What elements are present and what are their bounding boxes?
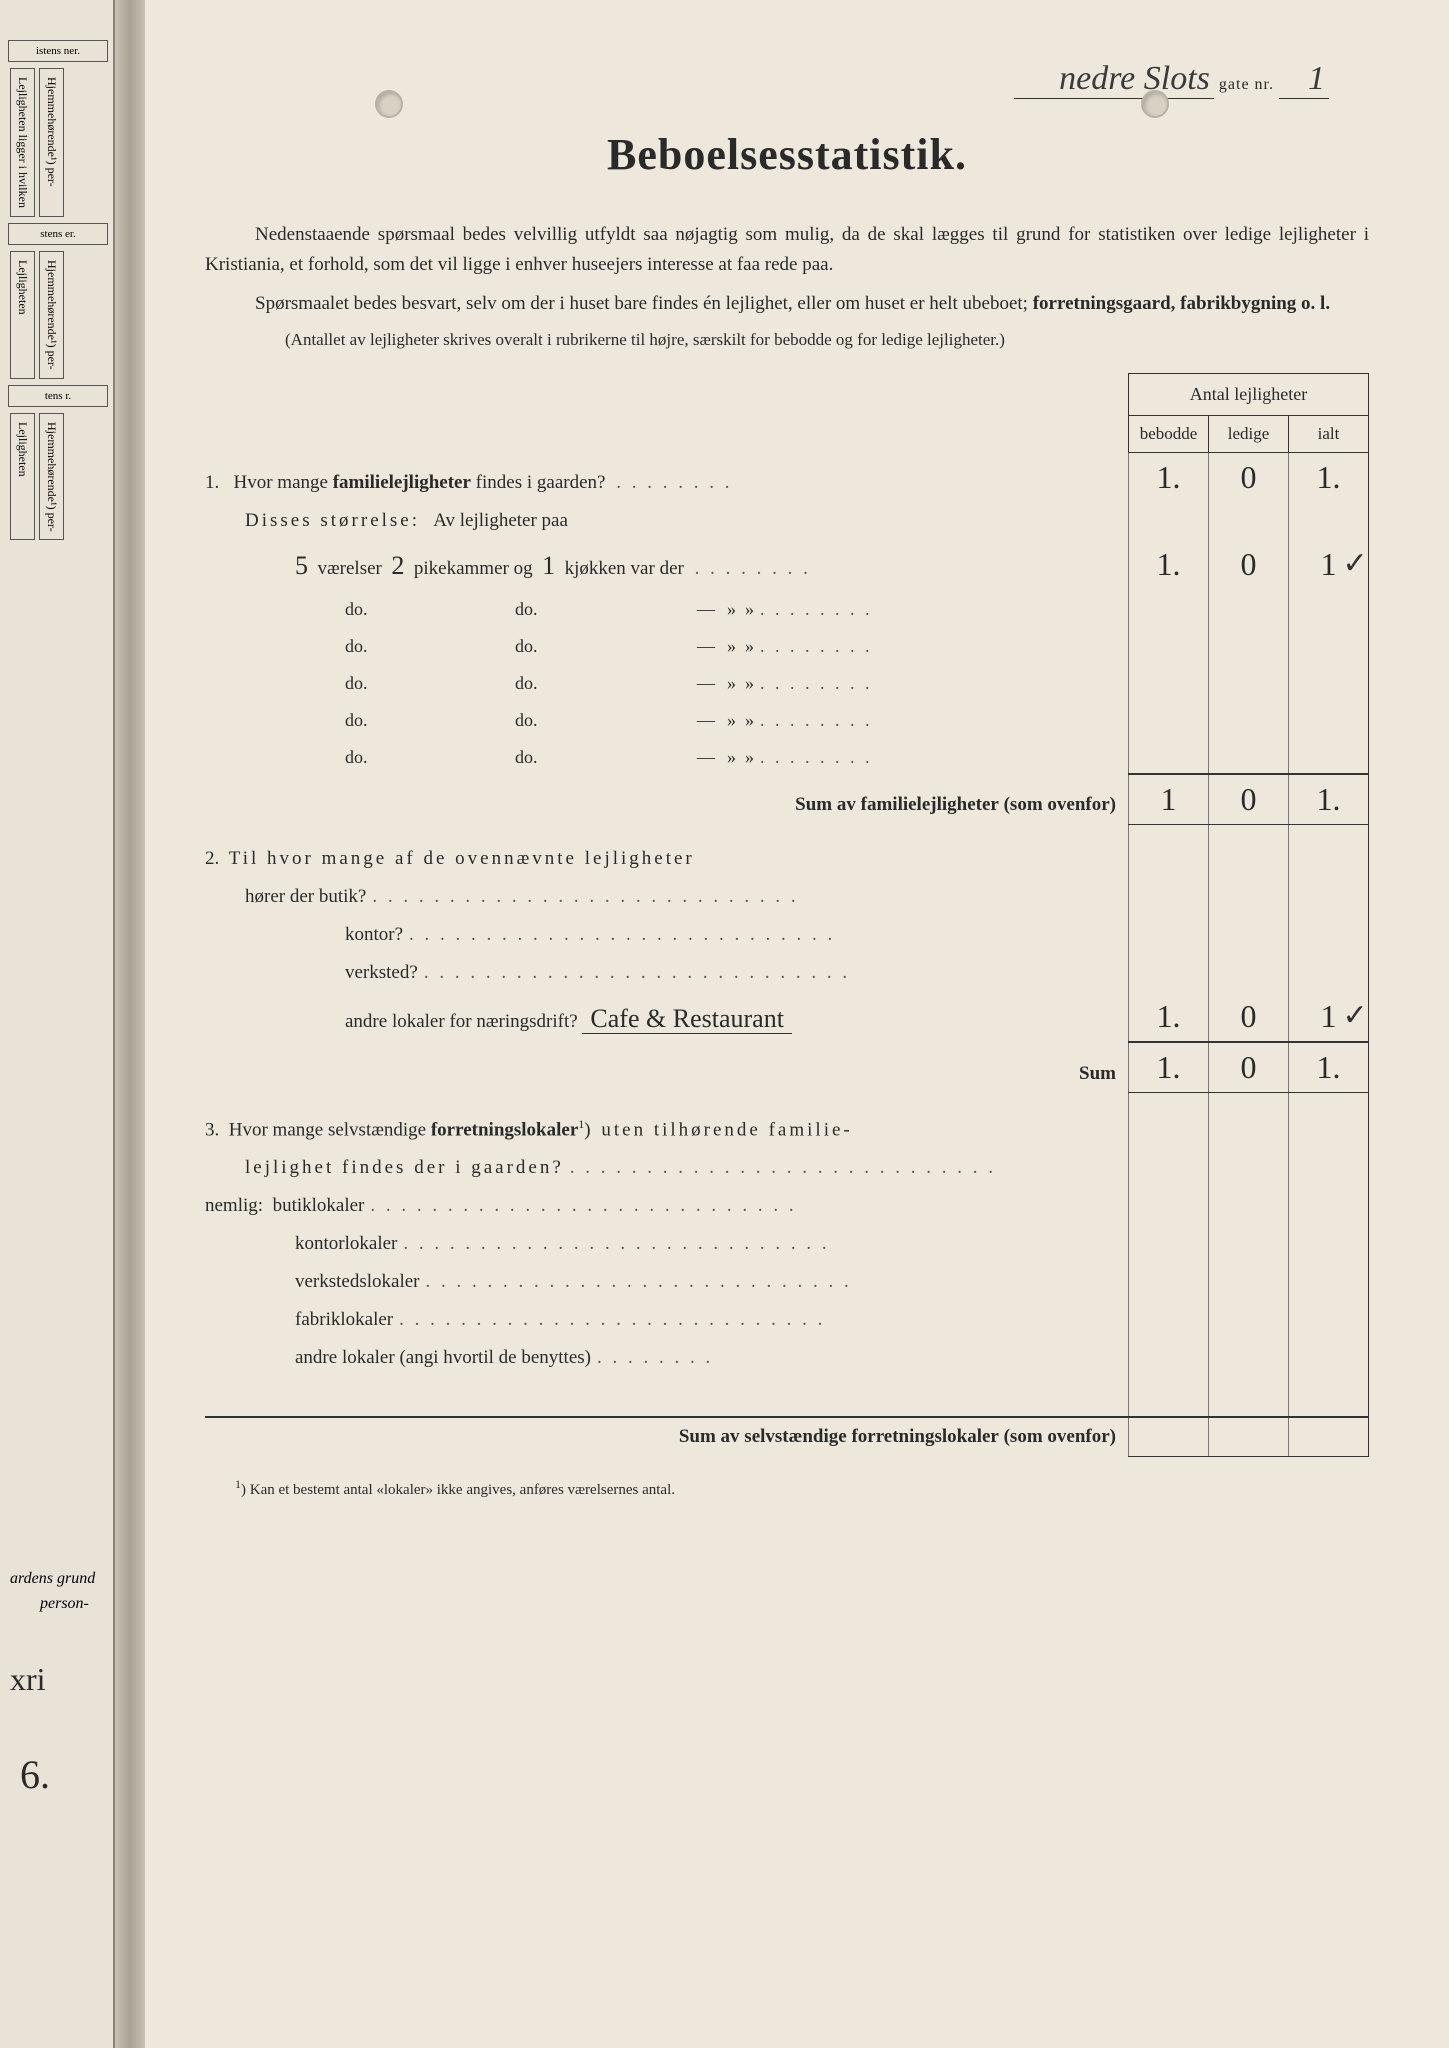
- q2-andre: andre lokaler for næringsdrift? Cafe & R…: [205, 992, 1129, 1042]
- intro-p3: (Antallet av lejligheter skrives overalt…: [205, 327, 1369, 353]
- val: 0: [1241, 546, 1257, 582]
- q2-text: 2. Til hvor mange af de ovennævnte lejli…: [205, 824, 1129, 878]
- do-row: do.do.—» »: [205, 663, 1129, 700]
- q3-item: andre lokaler (angi hvortil de benyttes): [205, 1339, 1129, 1377]
- q1-sum-label: Sum av familielejligheter (som ovenfor): [205, 774, 1129, 825]
- left-cell: Lejligheten ligger i hvilken: [10, 68, 35, 217]
- val: 1: [1321, 546, 1337, 582]
- val-q1-i: 1.: [1317, 459, 1341, 495]
- left-cell: Hjemmehørende¹) per-: [39, 68, 64, 217]
- q1-sizes-label: Disses størrelse: Av lejligheter paa: [205, 502, 1129, 540]
- left-cell: Lejligheten: [10, 251, 35, 379]
- street-name-field: nedre Slots: [1014, 60, 1214, 99]
- left-partial-page: istens ner. Lejligheten ligger i hvilken…: [0, 0, 115, 2048]
- main-page: nedre Slots gate nr. 1 Beboelsesstatisti…: [145, 0, 1449, 2048]
- val: 1.: [1317, 1049, 1341, 1085]
- val: 0: [1241, 998, 1257, 1034]
- intro-p1: Nedenstaaende spørsmaal bedes velvillig …: [205, 220, 1369, 281]
- q2-andre-hw: Cafe & Restaurant: [582, 1004, 792, 1034]
- q3-item: kontorlokaler: [205, 1225, 1129, 1263]
- q3-line2: lejlighet findes der i gaarden?: [205, 1149, 1129, 1187]
- intro-p2: Spørsmaalet bedes besvart, selv om der i…: [205, 289, 1369, 319]
- gate-label: gate nr.: [1219, 76, 1274, 93]
- left-cell: Hjemmehørende¹) per-: [39, 413, 64, 541]
- footnote: 1) Kan et bestemt antal «lokaler» ikke a…: [205, 1477, 1369, 1499]
- q1-row1: 5 værelser 2 pikekammer og 1 kjøkken var…: [205, 540, 1129, 589]
- q3-item: fabriklokaler: [205, 1301, 1129, 1339]
- q2-butik: hører der butik?: [205, 878, 1129, 916]
- q3-text: 3. Hvor mange selvstændige forretningslo…: [205, 1093, 1129, 1149]
- check-icon: ✓: [1343, 546, 1368, 581]
- q3-item: verkstedslokaler: [205, 1263, 1129, 1301]
- page-title: Beboelsesstatistik.: [205, 129, 1369, 180]
- do-row: do.do.—» »: [205, 737, 1129, 774]
- q1-text: 1. Hvor mange familielejligheter findes …: [205, 452, 1129, 502]
- q2-verksted: verksted?: [205, 954, 1129, 992]
- q3-item: nemlig: butiklokaler: [205, 1187, 1129, 1225]
- val: 1: [1161, 781, 1177, 817]
- left-cell: Hjemmehørende¹) per-: [39, 251, 64, 379]
- punch-hole-icon: [375, 90, 403, 118]
- val: 1.: [1157, 546, 1181, 582]
- q3-sum-label: Sum av selvstændige forretningslokaler (…: [205, 1417, 1129, 1456]
- col-header-ledige: ledige: [1209, 415, 1289, 452]
- val: 1.: [1317, 781, 1341, 817]
- statistics-table: Antal lejligheter bebodde ledige ialt 1.…: [205, 373, 1369, 1457]
- val: 1.: [1157, 998, 1181, 1034]
- val: 0: [1241, 781, 1257, 817]
- left-cell: stens er.: [8, 223, 108, 245]
- val-q1-b: 1.: [1157, 459, 1181, 495]
- val: 1: [1321, 998, 1337, 1034]
- left-handwriting-2: 6.: [20, 1751, 50, 1798]
- q2-sum-label: Sum: [205, 1042, 1129, 1093]
- do-row: do.do.—» »: [205, 626, 1129, 663]
- left-cell: Lejligheten: [10, 413, 35, 541]
- col-header-bebodde: bebodde: [1129, 415, 1209, 452]
- left-person-label: person-: [40, 1595, 89, 1613]
- col-header-ialt: ialt: [1289, 415, 1369, 452]
- punch-hole-icon: [1141, 90, 1169, 118]
- left-cell: tens r.: [8, 385, 108, 407]
- left-cell: istens ner.: [8, 40, 108, 62]
- gate-nr-field: 1: [1279, 60, 1329, 99]
- val: 1.: [1157, 1049, 1181, 1085]
- val-q1-l: 0: [1241, 459, 1257, 495]
- do-row: do.do.—» »: [205, 589, 1129, 626]
- left-grund-label: ardens grund: [10, 1570, 95, 1588]
- val: 0: [1241, 1049, 1257, 1085]
- book-spine: [115, 0, 145, 2048]
- q2-kontor: kontor?: [205, 916, 1129, 954]
- left-handwriting-1: xri: [10, 1661, 46, 1698]
- col-header-main: Antal lejligheter: [1129, 373, 1369, 415]
- do-row: do.do.—» »: [205, 700, 1129, 737]
- check-icon: ✓: [1343, 998, 1368, 1033]
